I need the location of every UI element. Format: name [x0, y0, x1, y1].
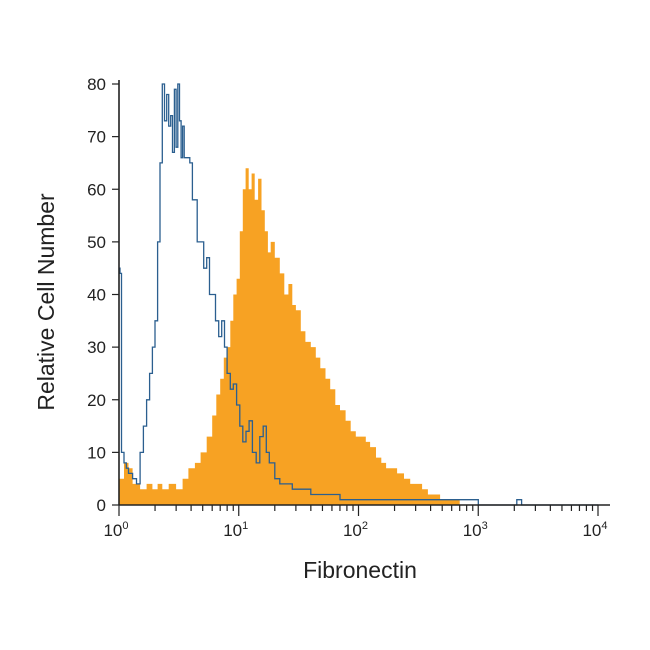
y-tick-label: 10 [87, 443, 106, 462]
axes [118, 80, 610, 506]
y-tick-label: 20 [87, 391, 106, 410]
y-tick-label: 50 [87, 233, 106, 252]
x-tick-label: 103 [463, 520, 488, 540]
y-tick-label: 60 [87, 180, 106, 199]
x-axis-title: Fibronectin [303, 557, 417, 583]
x-tick-label: 101 [223, 520, 248, 540]
y-tick-label: 40 [87, 286, 106, 305]
plot-area [119, 83, 598, 506]
x-ticks: 100 101 102 103 104 [103, 505, 608, 540]
y-tick-label: 80 [87, 75, 106, 94]
y-tick-label: 0 [97, 496, 106, 515]
y-axis-title: Relative Cell Number [33, 193, 59, 411]
x-tick-label: 104 [582, 520, 607, 540]
series-outline-histogram [119, 83, 598, 506]
y-tick-label: 30 [87, 338, 106, 357]
y-ticks: 0 10 20 30 40 50 60 70 80 [87, 75, 119, 515]
y-tick-label: 70 [87, 128, 106, 147]
x-tick-label: 102 [343, 520, 368, 540]
x-tick-label: 100 [103, 520, 128, 540]
series-filled-histogram [119, 168, 467, 505]
